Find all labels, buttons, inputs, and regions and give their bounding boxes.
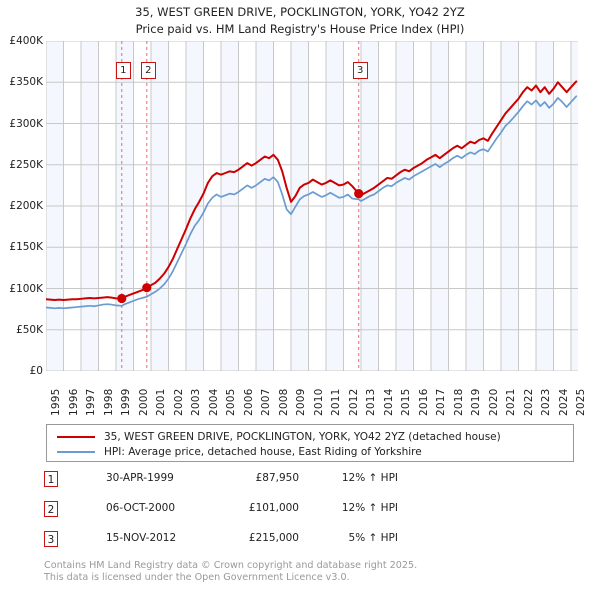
x-axis-tick-label: 2024 xyxy=(557,388,570,416)
sale-point[interactable] xyxy=(354,189,364,199)
x-axis-tick-label: 2011 xyxy=(330,388,342,416)
chart-marker-badge-2[interactable]: 2 xyxy=(140,62,156,79)
series-line-hpi xyxy=(46,95,578,310)
x-axis-tick-label: 2022 xyxy=(522,388,535,416)
row-index-badge: 1 xyxy=(44,471,58,487)
row-sale-date: 06-OCT-2000 xyxy=(106,502,175,514)
x-axis-tick-label: 2012 xyxy=(347,388,360,416)
legend-swatch-property xyxy=(57,435,95,438)
y-axis-tick-label: £300K xyxy=(9,117,43,130)
x-axis-tick-label: 1999 xyxy=(120,388,132,416)
title-line-1: 35, WEST GREEN DRIVE, POCKLINGTON, YORK,… xyxy=(135,5,465,19)
x-axis-tick-label: 1997 xyxy=(85,388,97,416)
table-row[interactable]: 2 06-OCT-2000 £101,000 12% ↑ HPI xyxy=(44,500,464,530)
x-axis-tick-label: 2004 xyxy=(207,388,220,416)
row-sale-price: £87,950 xyxy=(255,472,299,484)
x-axis-tick-label: 2006 xyxy=(242,388,255,416)
row-sale-price: £101,000 xyxy=(248,502,299,514)
footer-attribution: Contains HM Land Registry data © Crown c… xyxy=(44,560,564,583)
x-axis-tick-label: 1995 xyxy=(50,388,62,416)
x-axis-tick-label: 2007 xyxy=(260,388,272,416)
series-line-property xyxy=(46,80,578,302)
y-axis-tick-label: £250K xyxy=(9,158,43,171)
y-axis-tick-label: £150K xyxy=(9,241,43,254)
x-axis-tick-label: 2015 xyxy=(400,388,412,416)
chart-marker-badge-3[interactable]: 3 xyxy=(352,62,368,79)
x-axis-tick-label: 2005 xyxy=(225,388,237,416)
page-title: 35, WEST GREEN DRIVE, POCKLINGTON, YORK,… xyxy=(0,4,600,38)
footer-line-1: Contains HM Land Registry data © Crown c… xyxy=(44,560,418,571)
x-axis-tick-label: 1996 xyxy=(67,388,80,416)
sale-point[interactable] xyxy=(117,293,127,304)
row-index-badge: 3 xyxy=(44,531,58,547)
x-axis-tick-label: 2009 xyxy=(295,388,307,416)
y-axis-tick-label: £200K xyxy=(9,200,43,212)
x-axis-tick-label: 2014 xyxy=(382,388,395,416)
x-axis-tick-label: 2023 xyxy=(540,388,552,416)
row-index-badge: 2 xyxy=(44,501,58,517)
x-axis-tick-label: 2021 xyxy=(505,388,517,416)
chart-plot-area xyxy=(46,41,578,371)
sale-point[interactable] xyxy=(142,283,152,293)
footer-line-2: This data is licensed under the Open Gov… xyxy=(44,571,350,583)
y-axis-tick-label: £50K xyxy=(16,323,43,336)
row-hpi-delta: 12% ↑ HPI xyxy=(341,472,398,484)
x-axis-tick-label: 2017 xyxy=(435,388,447,416)
y-axis-tick-label: £0 xyxy=(29,365,43,377)
title-line-2: Price paid vs. HM Land Registry's House … xyxy=(135,22,465,36)
legend-row-property: 35, WEST GREEN DRIVE, POCKLINGTON, YORK,… xyxy=(53,429,567,444)
x-axis-tick-label: 1998 xyxy=(102,388,115,416)
legend-label-property: 35, WEST GREEN DRIVE, POCKLINGTON, YORK,… xyxy=(104,430,501,443)
row-sale-date: 15-NOV-2012 xyxy=(106,532,177,544)
legend-row-hpi: HPI: Average price, detached house, East… xyxy=(53,444,567,459)
x-axis-tick-label: 2000 xyxy=(137,388,150,416)
x-axis-tick-label: 2003 xyxy=(190,388,202,416)
x-axis-tick-label: 2001 xyxy=(155,388,167,416)
row-hpi-delta: 5% ↑ HPI xyxy=(348,532,398,544)
chart-legend: 35, WEST GREEN DRIVE, POCKLINGTON, YORK,… xyxy=(46,424,574,462)
chart-marker-badge-1[interactable]: 1 xyxy=(115,62,131,79)
row-hpi-delta: 12% ↑ HPI xyxy=(341,502,398,514)
y-axis-tick-label: £100K xyxy=(9,282,43,295)
table-row[interactable]: 3 15-NOV-2012 £215,000 5% ↑ HPI xyxy=(44,530,464,560)
x-axis-tick-label: 2010 xyxy=(312,388,325,416)
y-axis-labels: £0 £50K £100K £150K £200K £250K £300K £350K £400… xyxy=(0,35,43,377)
x-axis-tick-label: 2016 xyxy=(417,388,430,416)
table-row[interactable]: 1 30-APR-1999 £87,950 12% ↑ HPI xyxy=(44,470,464,500)
price-history-line-chart xyxy=(46,41,578,371)
legend-label-hpi: HPI: Average price, detached house, East… xyxy=(104,445,422,458)
x-axis-tick-label: 2013 xyxy=(365,388,377,416)
x-axis-tick-label: 2008 xyxy=(277,388,290,416)
row-sale-price: £215,000 xyxy=(248,532,299,544)
x-axis-tick-label: 2020 xyxy=(487,388,500,416)
x-axis-tick-label: 2019 xyxy=(470,388,482,416)
sales-table: 1 30-APR-1999 £87,950 12% ↑ HPI 2 06-OCT-2000… xyxy=(44,470,464,560)
x-axis-tick-label: 2002 xyxy=(172,388,185,416)
legend-swatch-hpi xyxy=(57,450,95,453)
x-axis-tick-label: 2025 xyxy=(575,388,587,416)
x-axis-tick-label: 2018 xyxy=(452,388,465,416)
x-axis-labels: 1995 1996 1997 1998 1999 2000 2001 2002 2003 2004… xyxy=(46,374,587,418)
y-axis-tick-label: £350K xyxy=(9,76,43,89)
row-sale-date: 30-APR-1999 xyxy=(106,472,174,484)
y-axis-tick-label: £400K xyxy=(9,35,43,47)
